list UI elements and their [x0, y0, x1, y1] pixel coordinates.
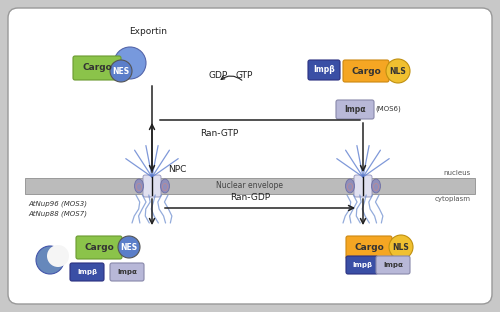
Circle shape	[389, 235, 413, 259]
Text: Ran-GDP: Ran-GDP	[230, 193, 270, 202]
Text: Cargo: Cargo	[351, 66, 381, 76]
Text: GTP: GTP	[236, 71, 252, 80]
Circle shape	[386, 59, 410, 83]
Text: NES: NES	[120, 242, 138, 251]
Ellipse shape	[160, 179, 170, 193]
Bar	[25, 178, 475, 194]
Text: Exportin: Exportin	[129, 27, 167, 36]
Text: GDP: GDP	[208, 71, 228, 80]
Circle shape	[47, 245, 69, 267]
FancyBboxPatch shape	[70, 263, 104, 281]
FancyBboxPatch shape	[308, 60, 340, 80]
FancyBboxPatch shape	[346, 236, 392, 259]
FancyBboxPatch shape	[73, 56, 121, 80]
Text: (MOS6): (MOS6)	[375, 106, 401, 112]
FancyBboxPatch shape	[336, 100, 374, 119]
FancyBboxPatch shape	[343, 60, 389, 82]
Text: Impβ: Impβ	[313, 66, 335, 75]
Text: Impβ: Impβ	[77, 269, 97, 275]
Circle shape	[114, 47, 146, 79]
Text: cytoplasm: cytoplasm	[435, 196, 471, 202]
Text: Cargo: Cargo	[354, 243, 384, 252]
Text: Impα: Impα	[344, 105, 366, 114]
Text: NLS: NLS	[392, 242, 409, 251]
FancyBboxPatch shape	[76, 236, 122, 259]
Ellipse shape	[372, 179, 380, 193]
Text: Ran-GTP: Ran-GTP	[200, 129, 238, 138]
FancyBboxPatch shape	[376, 256, 410, 274]
Ellipse shape	[346, 179, 354, 193]
Text: Impα: Impα	[117, 269, 137, 275]
Text: nucleus: nucleus	[444, 170, 471, 176]
FancyBboxPatch shape	[346, 256, 378, 274]
Text: NPC: NPC	[168, 165, 186, 174]
FancyBboxPatch shape	[110, 263, 144, 281]
Text: Cargo: Cargo	[84, 243, 114, 252]
Circle shape	[118, 236, 140, 258]
Text: Impα: Impα	[383, 262, 403, 268]
FancyBboxPatch shape	[143, 175, 161, 197]
Text: NES: NES	[112, 66, 130, 76]
Text: Cargo: Cargo	[82, 64, 112, 72]
Text: AtNup96 (MOS3): AtNup96 (MOS3)	[28, 200, 87, 207]
Text: NLS: NLS	[390, 66, 406, 76]
FancyBboxPatch shape	[354, 175, 372, 197]
Text: Impβ: Impβ	[352, 262, 372, 268]
Text: Nuclear envelope: Nuclear envelope	[216, 182, 284, 191]
Circle shape	[110, 60, 132, 82]
Ellipse shape	[134, 179, 143, 193]
Text: AtNup88 (MOS7): AtNup88 (MOS7)	[28, 210, 87, 217]
Circle shape	[36, 246, 64, 274]
FancyBboxPatch shape	[8, 8, 492, 304]
